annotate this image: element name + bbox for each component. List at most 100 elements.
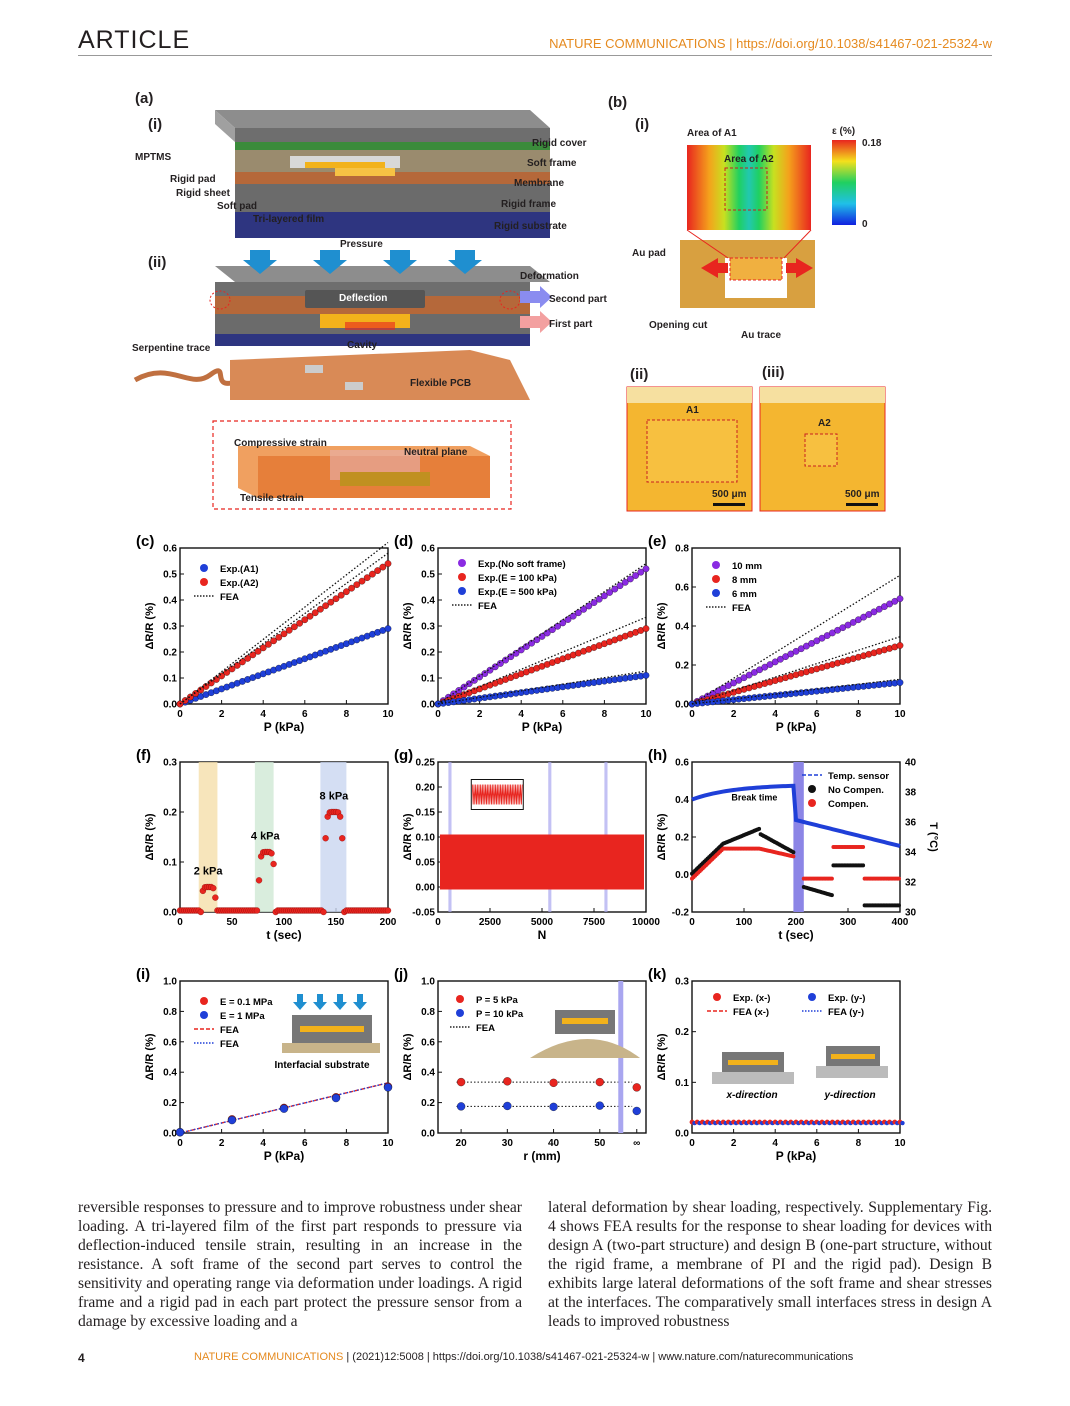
data-point [481,670,489,677]
data-point [285,626,293,634]
label-soft-frame: Soft frame [527,158,577,169]
x-tick-label: 20 [456,1138,468,1149]
footer-citation[interactable]: | (2021)12:5008 | https://doi.org/10.103… [343,1351,854,1363]
x-tick-label: 4 [260,1138,266,1149]
legend-label: Exp.(A1) [220,564,259,575]
data-point [549,1102,558,1112]
chart-f: (f) 0.0 0.1 0.2 0.3 0 50 100 150 200 t (sec) ΔR/R (… [136,747,397,942]
data-point [642,625,650,632]
device-layer [300,1026,364,1032]
load-annotation: 8 kPa [320,791,350,803]
plot-frame [437,980,647,1134]
legend-label: E = 0.1 MPa [220,997,273,1008]
body-text-right: lateral deformation by shear loading, re… [548,1199,992,1330]
footer: 4 NATURE COMMUNICATIONS | (2021)12:5008 … [78,1351,992,1365]
legend-label: No Compen. [828,785,884,796]
data-point [253,907,261,914]
data-point [255,877,263,884]
legend-label: 8 mm [732,575,757,586]
y-tick-label: 0.0 [163,700,177,711]
label-rigid-pad: Rigid pad [170,174,216,185]
fea-line [691,636,901,705]
substrate [816,1066,888,1078]
data-point [332,595,340,603]
y-tick-label: 0.1 [421,674,435,685]
data-point [549,1078,558,1087]
data-point [379,563,387,571]
x-tick-label: 0 [435,917,441,928]
data-point [861,845,866,849]
legend-label: P = 10 kPa [476,1009,524,1020]
data-point [896,679,904,686]
data-point [322,602,329,610]
data-point [268,850,275,857]
data-point [270,860,277,868]
x-tick-label: 2 [477,709,483,720]
data-point [896,595,904,603]
data-point [757,826,762,831]
data-point [491,663,499,671]
legend-marker [200,1011,208,1019]
legend-marker [200,997,208,1005]
x-axis-label: r (mm) [523,1149,560,1163]
legend-marker [200,564,208,572]
data-point [343,588,350,596]
cycle-envelope [440,834,644,890]
data-point [896,642,904,649]
legend-marker [713,993,721,1001]
label-flexible-pcb: Flexible PCB [410,378,472,389]
label-mptms: MPTMS [135,152,172,163]
data-point [348,584,355,592]
y2-tick-label: 36 [905,818,917,829]
x-tick-label: 10 [894,1138,906,1149]
chart-g: (g) -0.05 0.00 0.05 0.10 0.15 0.20 0.25 0 2500 500… [394,747,660,942]
data-point [337,591,345,599]
x-axis-label: P (kPa) [522,720,562,734]
data-point [460,683,468,691]
y2-axis-label: T (°C) [927,822,939,852]
y-tick-label: 0.6 [163,1037,177,1048]
x-tick-label: 8 [344,709,350,720]
legend-marker [458,573,466,581]
x-tick-label: 0 [689,917,695,928]
x-tick-label: 6 [814,709,820,720]
data-point [259,644,267,652]
footer-journal[interactable]: NATURE COMMUNICATIONS [194,1351,344,1363]
y-axis-label: ΔR/R (%) [656,602,668,649]
panel-b-i-label: (i) [635,116,650,133]
y-tick-label: 0.2 [675,833,689,844]
y-tick-label: 0.5 [163,570,177,581]
y-axis-label: ΔR/R (%) [656,813,668,860]
data-point [632,1083,641,1092]
y-tick-label: 0.6 [675,583,689,594]
y-tick-label: 0.3 [421,622,435,633]
x-tick-label: 2 [219,709,225,720]
data-point [476,673,483,681]
data-point [227,1115,237,1125]
legend-label: E = 1 MPa [220,1011,265,1022]
data-point [791,854,796,859]
data-point [197,908,204,916]
fea-line [437,670,647,705]
data-point [585,602,593,610]
x-tick-label: 0 [689,1138,695,1149]
journal-reference[interactable]: NATURE COMMUNICATIONS | https://doi.org/… [549,36,992,51]
y2-tick-label: 40 [905,758,917,769]
label-area-a1: Area of A1 [687,128,737,139]
substrate [712,1072,794,1084]
panel-b-iii-label: (iii) [762,364,785,381]
plot-frame [179,980,389,1134]
data-point [358,577,366,585]
legend-marker [458,587,466,595]
data-point [606,589,613,596]
legend-label: FEA [220,1039,239,1050]
scale-bar-iii: 500 μm [845,489,880,500]
y-tick-label: 0.4 [421,596,435,607]
fea-line [691,574,901,705]
highlight-band [198,762,218,912]
x-tick-label: 4 [260,709,266,720]
data-point [456,1102,466,1111]
legend-label: Exp.(A2) [220,578,259,589]
chart-d: (d) 0.0 0.1 0.2 0.3 0.4 0.5 0.6 0 2 4 6 8 10 P (kPa) ΔR… [394,533,652,734]
x-axis-label: P (kPa) [264,1149,304,1163]
